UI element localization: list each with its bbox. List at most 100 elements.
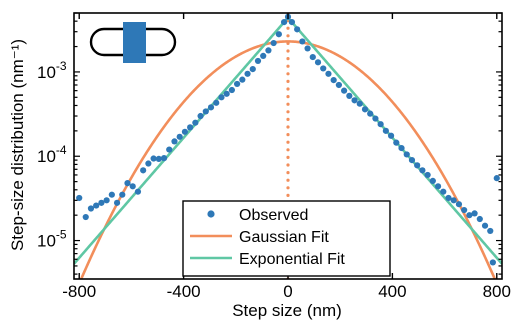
observed-point: [150, 155, 157, 162]
observed-point: [93, 202, 100, 209]
observed-point: [346, 92, 353, 99]
observed-point: [309, 53, 316, 61]
observed-point: [476, 215, 483, 223]
legend-exponential-label: Exponential Fit: [239, 251, 345, 268]
capsule-with-band-icon: [89, 22, 177, 63]
observed-point: [270, 39, 277, 47]
observed-point: [213, 99, 220, 106]
x-tick-label: -400: [167, 282, 201, 301]
observed-point: [129, 183, 136, 190]
observed-point: [398, 144, 405, 152]
legend-observed-label: Observed: [239, 207, 308, 224]
observed-point: [223, 90, 230, 97]
observed-point: [372, 115, 379, 122]
observed-point: [304, 45, 311, 52]
observed-point: [228, 86, 235, 94]
observed-point: [181, 128, 189, 135]
observed-point: [124, 180, 131, 187]
observed-point: [361, 106, 369, 113]
observed-point: [207, 104, 215, 111]
observed-point: [471, 210, 478, 217]
observed-point: [197, 112, 204, 120]
observed-point: [176, 133, 183, 140]
x-tick-label: 0: [283, 282, 292, 301]
legend-gaussian-label: Gaussian Fit: [239, 229, 329, 246]
observed-point: [288, 18, 296, 26]
observed-point: [294, 26, 301, 33]
observed-point: [140, 167, 147, 174]
observed-point: [275, 31, 282, 38]
observed-point: [155, 155, 162, 163]
observed-point: [403, 151, 410, 158]
legend: Observed Gaussian Fit Exponential Fit: [182, 200, 391, 277]
observed-point: [429, 177, 436, 185]
observed-point: [187, 124, 194, 131]
observed-point: [414, 162, 421, 169]
y-tick-label: 10-3: [37, 59, 67, 82]
observed-point: [113, 199, 121, 206]
observed-point: [320, 65, 327, 72]
observed-point: [103, 197, 110, 204]
observed-point: [330, 77, 337, 84]
observed-point: [341, 87, 348, 94]
observed-points: [76, 13, 500, 266]
observed-point: [450, 197, 457, 204]
observed-point: [487, 227, 494, 235]
observed-point: [280, 18, 288, 26]
observed-point: [76, 194, 83, 202]
observed-point: [265, 47, 272, 54]
y-tick-label: 10-5: [37, 228, 67, 251]
observed-point: [493, 175, 500, 182]
observed-point: [108, 191, 115, 198]
observed-point: [87, 205, 95, 212]
observed-point: [424, 171, 431, 179]
observed-point: [145, 160, 152, 167]
observed-point: [489, 259, 496, 266]
observed-point: [166, 146, 173, 153]
observed-point: [393, 139, 400, 146]
observed-point: [377, 121, 384, 128]
observed-point: [434, 183, 442, 190]
observed-point: [119, 191, 126, 198]
y-tick-label: 10-4: [37, 143, 67, 166]
observed-point: [387, 132, 395, 139]
observed-point: [325, 70, 332, 77]
observed-point: [82, 213, 89, 221]
observed-point: [335, 81, 342, 89]
observed-point: [440, 188, 447, 195]
legend-observed-marker: [207, 210, 215, 218]
observed-point: [260, 52, 267, 59]
observed-point: [134, 188, 142, 195]
observed-point: [239, 76, 246, 83]
gaussian-fit-line: [79, 40, 497, 279]
observed-point: [367, 110, 374, 117]
observed-point: [254, 57, 262, 65]
observed-point: [244, 70, 251, 77]
x-tick-labels: -800 -400 0 400 800: [62, 282, 511, 301]
x-tick-label: -800: [62, 282, 96, 301]
y-axis-title: Step-size distribution (nm⁻¹): [8, 39, 27, 251]
observed-point: [419, 167, 426, 174]
observed-point: [234, 80, 241, 88]
observed-point: [481, 222, 489, 229]
observed-point: [356, 100, 363, 107]
y-tick-labels: 10-5 10-4 10-3: [37, 59, 67, 251]
observed-point: [455, 201, 463, 208]
x-tick-label: 400: [378, 282, 406, 301]
observed-point: [192, 119, 199, 126]
observed-point: [382, 127, 389, 134]
observed-point: [314, 59, 322, 66]
observed-point: [299, 38, 306, 45]
observed-point: [218, 94, 225, 101]
observed-point: [445, 194, 452, 202]
observed-point: [171, 138, 178, 145]
observed-point: [466, 212, 473, 219]
observed-point: [408, 157, 416, 164]
observed-point: [202, 108, 209, 115]
x-axis-title: Step size (nm): [232, 301, 342, 320]
axes-frame: [73, 12, 503, 280]
observed-point: [98, 199, 105, 206]
observed-point: [249, 66, 256, 73]
legend-box: [182, 200, 391, 277]
